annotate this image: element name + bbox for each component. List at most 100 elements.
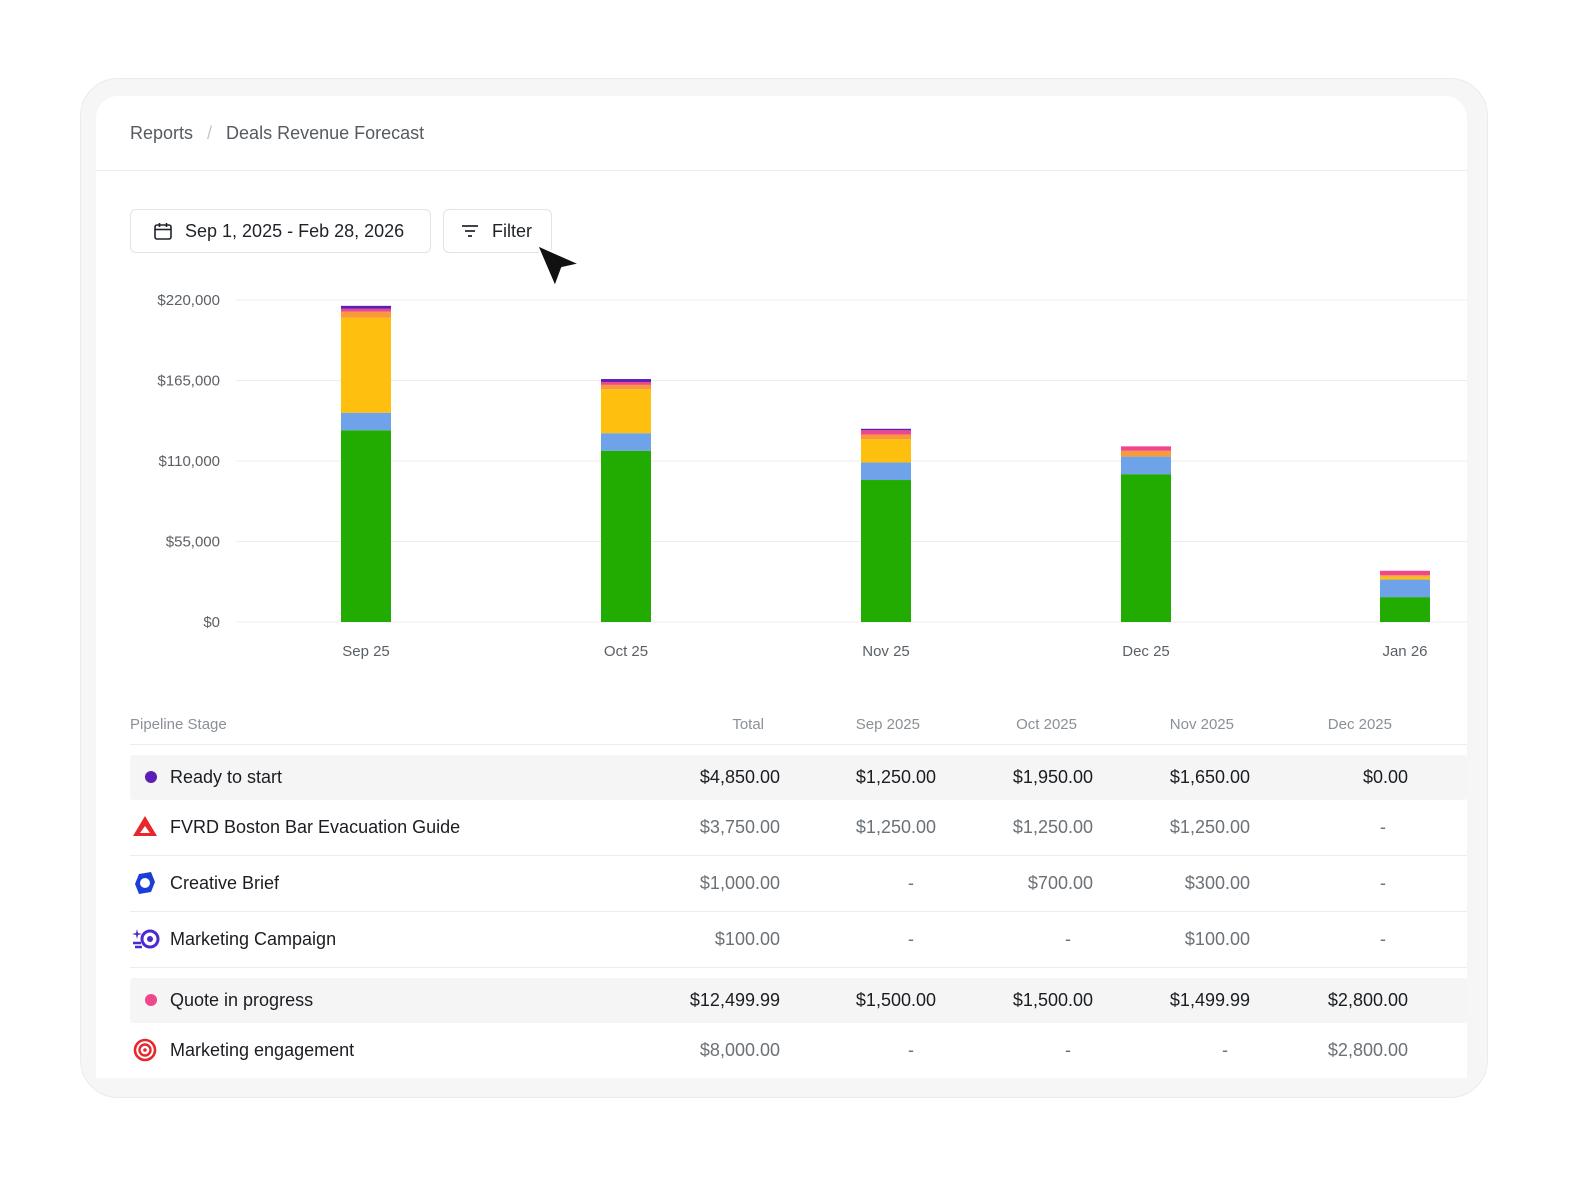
- value-cell: -: [1380, 817, 1386, 837]
- value-cell: -: [1065, 1040, 1071, 1060]
- value-cell: -: [908, 929, 914, 949]
- value-cell: -: [908, 1040, 914, 1060]
- value-cell: -: [1380, 873, 1386, 893]
- filter-button[interactable]: Filter: [443, 209, 552, 253]
- bar-segment[interactable]: [341, 308, 391, 312]
- value-cell: $100.00: [1184, 929, 1250, 949]
- bar-segment[interactable]: [1121, 446, 1171, 451]
- table-header-row: Pipeline Stage Total Sep 2025 Oct 2025 Nov 2…: [130, 696, 1467, 745]
- value-cell: $1,250.00: [855, 817, 936, 837]
- value-cell: $1,000.00: [699, 873, 780, 893]
- stage-group-row[interactable]: Ready to start $4,850.00 $1,250.00 $1,950.0…: [130, 755, 1467, 800]
- date-range-button[interactable]: Sep 1, 2025 - Feb 28, 2026: [130, 209, 431, 253]
- value-cell: $1,950.00: [1012, 767, 1093, 787]
- pipeline-table: Pipeline Stage Total Sep 2025 Oct 2025 Nov 2…: [130, 696, 1467, 1078]
- bar-segment[interactable]: [861, 439, 911, 463]
- value-cell: -: [908, 873, 914, 893]
- blue-hexagon-logo-icon: [131, 870, 159, 896]
- bar-segment[interactable]: [861, 480, 911, 622]
- bar-segment[interactable]: [601, 384, 651, 390]
- mouse-cursor-icon: [536, 244, 581, 288]
- value-cell: $8,000.00: [699, 1040, 780, 1060]
- value-cell: $1,650.00: [1169, 767, 1250, 787]
- table-body: Ready to start $4,850.00 $1,250.00 $1,950.0…: [130, 755, 1467, 1078]
- bar-segment[interactable]: [1380, 576, 1430, 580]
- bar-segment[interactable]: [861, 430, 911, 435]
- bar-segment[interactable]: [1380, 575, 1430, 577]
- deal-row[interactable]: Creative Brief $1,000.00 - $700.00 $300.00 -: [130, 856, 1467, 912]
- bar-segment[interactable]: [341, 430, 391, 622]
- bar-segment[interactable]: [1380, 597, 1430, 622]
- value-cell: $300.00: [1184, 873, 1250, 893]
- bar-segment[interactable]: [1121, 456, 1171, 475]
- bar-segment[interactable]: [601, 389, 651, 434]
- value-cell: $700.00: [1027, 873, 1093, 893]
- stage-color-dot: [145, 771, 157, 783]
- value-cell: -: [1222, 1040, 1228, 1060]
- value-cell: $1,499.99: [1169, 990, 1250, 1010]
- value-cell: $3,750.00: [699, 817, 780, 837]
- stage-name: Ready to start: [170, 767, 283, 787]
- value-cell: $1,250.00: [855, 767, 936, 787]
- value-cell: $0.00: [1362, 767, 1408, 787]
- page-header: Reports / Deals Revenue Forecast: [96, 96, 1467, 171]
- bar-segment[interactable]: [601, 433, 651, 451]
- stage-group-row[interactable]: Quote in progress $12,499.99 $1,500.00 $1,5…: [130, 978, 1467, 1023]
- value-cell: $1,500.00: [855, 990, 936, 1010]
- filter-label: Filter: [492, 220, 532, 241]
- bar-segment[interactable]: [1121, 474, 1171, 622]
- value-cell: -: [1380, 929, 1386, 949]
- value-cell: $2,800.00: [1327, 1040, 1408, 1060]
- breadcrumb-reports-link[interactable]: Reports: [130, 123, 194, 143]
- value-cell: $4,850.00: [699, 767, 780, 787]
- bar-segment[interactable]: [1121, 450, 1171, 457]
- deal-name[interactable]: Marketing engagement: [170, 1040, 355, 1060]
- red-delta-logo-icon: [131, 814, 159, 840]
- column-header[interactable]: Dec 2025: [1327, 716, 1392, 733]
- deal-name[interactable]: FVRD Boston Bar Evacuation Guide: [170, 817, 461, 837]
- bar-segment[interactable]: [341, 305, 391, 309]
- bar-segment[interactable]: [341, 317, 391, 413]
- date-range-label: Sep 1, 2025 - Feb 28, 2026: [185, 220, 405, 241]
- deal-name[interactable]: Creative Brief: [170, 873, 280, 893]
- deal-name[interactable]: Marketing Campaign: [170, 929, 337, 949]
- column-header[interactable]: Nov 2025: [1169, 716, 1234, 733]
- column-header[interactable]: Oct 2025: [1016, 716, 1077, 733]
- stage-color-dot: [145, 994, 157, 1006]
- breadcrumb-current-page: Deals Revenue Forecast: [226, 123, 425, 143]
- filter-icon: [462, 225, 478, 237]
- bar-segment[interactable]: [601, 381, 651, 385]
- value-cell: $2,800.00: [1327, 990, 1408, 1010]
- x-tick-label: Jan 26: [1382, 643, 1427, 660]
- report-card: Reports / Deals Revenue Forecast Sep 1, …: [96, 96, 1467, 1078]
- column-header[interactable]: Sep 2025: [855, 716, 920, 733]
- deal-row[interactable]: Marketing Campaign $100.00 - - $100.00 -: [130, 912, 1467, 968]
- breadcrumb: Reports / Deals Revenue Forecast: [130, 123, 424, 144]
- value-cell: $100.00: [714, 929, 780, 949]
- value-cell: -: [1065, 929, 1071, 949]
- value-cell: $1,250.00: [1012, 817, 1093, 837]
- bar-segment[interactable]: [1380, 579, 1430, 598]
- y-tick-label: $165,000: [157, 373, 220, 390]
- bar-segment[interactable]: [861, 462, 911, 481]
- value-cell: $1,500.00: [1012, 990, 1093, 1010]
- stage-name: Quote in progress: [170, 990, 314, 1010]
- breadcrumb-separator: /: [207, 123, 213, 143]
- column-header[interactable]: Pipeline Stage: [130, 716, 227, 733]
- bar-segment[interactable]: [1380, 570, 1430, 576]
- calendar-icon: [154, 223, 172, 240]
- deal-row[interactable]: Marketing engagement $8,000.00 - - - $2,800.0…: [130, 1023, 1467, 1078]
- bar-segment[interactable]: [861, 428, 911, 431]
- bar-segment[interactable]: [601, 450, 651, 622]
- x-tick-label: Sep 25: [342, 643, 390, 660]
- column-header[interactable]: Total: [732, 716, 764, 733]
- value-cell: $1,250.00: [1169, 817, 1250, 837]
- bar-segment[interactable]: [341, 311, 391, 318]
- bar-segment[interactable]: [861, 434, 911, 440]
- bar-segment[interactable]: [601, 379, 651, 382]
- y-tick-label: $0: [203, 614, 220, 631]
- y-tick-label: $110,000: [159, 453, 220, 470]
- deal-row[interactable]: FVRD Boston Bar Evacuation Guide $3,750.0…: [130, 800, 1467, 856]
- red-spiral-logo-icon: [131, 1037, 159, 1063]
- bar-segment[interactable]: [341, 412, 391, 431]
